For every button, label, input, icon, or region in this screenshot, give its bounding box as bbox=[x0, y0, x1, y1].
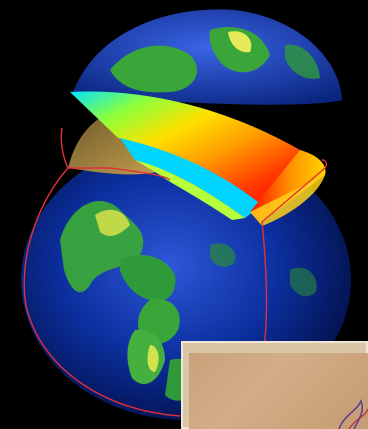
cutaway-band-top bbox=[70, 91, 300, 205]
overlapping-photo-inset bbox=[181, 341, 368, 429]
cutaway-inner-arc bbox=[120, 138, 262, 218]
globe-cap bbox=[72, 9, 342, 105]
inset-scribble bbox=[338, 398, 368, 429]
inset-paper bbox=[189, 353, 368, 429]
